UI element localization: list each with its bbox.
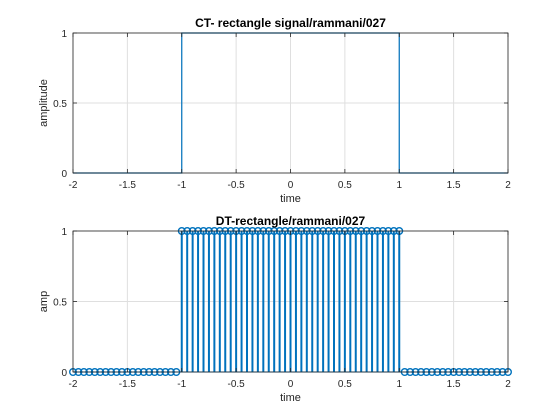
y-tick-label: 0.5: [53, 99, 67, 110]
x-tick-label: -2: [69, 379, 78, 390]
y-axis-label: amplitude: [38, 79, 50, 127]
plot-ct-rectangle: -2 -1.5 -1 -0.5 0 0.5 1 1.5 2 0 0.5 1 CT- rectangle …: [38, 16, 511, 205]
x-tick-label: -2: [69, 180, 78, 191]
x-tick-label: -1.5: [119, 180, 137, 191]
y-tick-label: 0: [61, 169, 67, 180]
x-tick-label: -0.5: [228, 379, 246, 390]
y-axis-label: amp: [38, 291, 50, 312]
x-tick-label: 0: [288, 379, 294, 390]
x-tick-label: 0.5: [338, 180, 352, 191]
chart-title: DT-rectangle/rammani/027: [216, 214, 366, 228]
x-tick-label: 1.5: [447, 379, 461, 390]
y-tick-label: 0.5: [53, 298, 67, 309]
y-tick-label: 0: [61, 368, 67, 379]
x-tick-label: -1: [177, 379, 186, 390]
x-tick-label: 1: [396, 379, 402, 390]
y-tick-label: 1: [61, 29, 67, 40]
x-axis-label: time: [280, 193, 301, 205]
plot-dt-rectangle: -2 -1.5 -1 -0.5 0 0.5 1 1.5 2 0 0.5 1 DT-rectangle/r…: [38, 214, 513, 404]
x-tick-label: 0: [288, 180, 294, 191]
x-tick-label: 2: [505, 379, 511, 390]
x-axis-label: time: [280, 392, 301, 404]
x-tick-label: -1.5: [119, 379, 137, 390]
x-tick-label: -1: [177, 180, 186, 191]
y-tick-label: 1: [61, 227, 67, 238]
x-tick-label: 0.5: [338, 379, 352, 390]
x-tick-label: 1.5: [447, 180, 461, 191]
x-tick-label: -0.5: [228, 180, 246, 191]
x-tick-label: 1: [396, 180, 402, 191]
x-tick-label: 2: [505, 180, 511, 191]
chart-title: CT- rectangle signal/rammani/027: [195, 16, 386, 30]
